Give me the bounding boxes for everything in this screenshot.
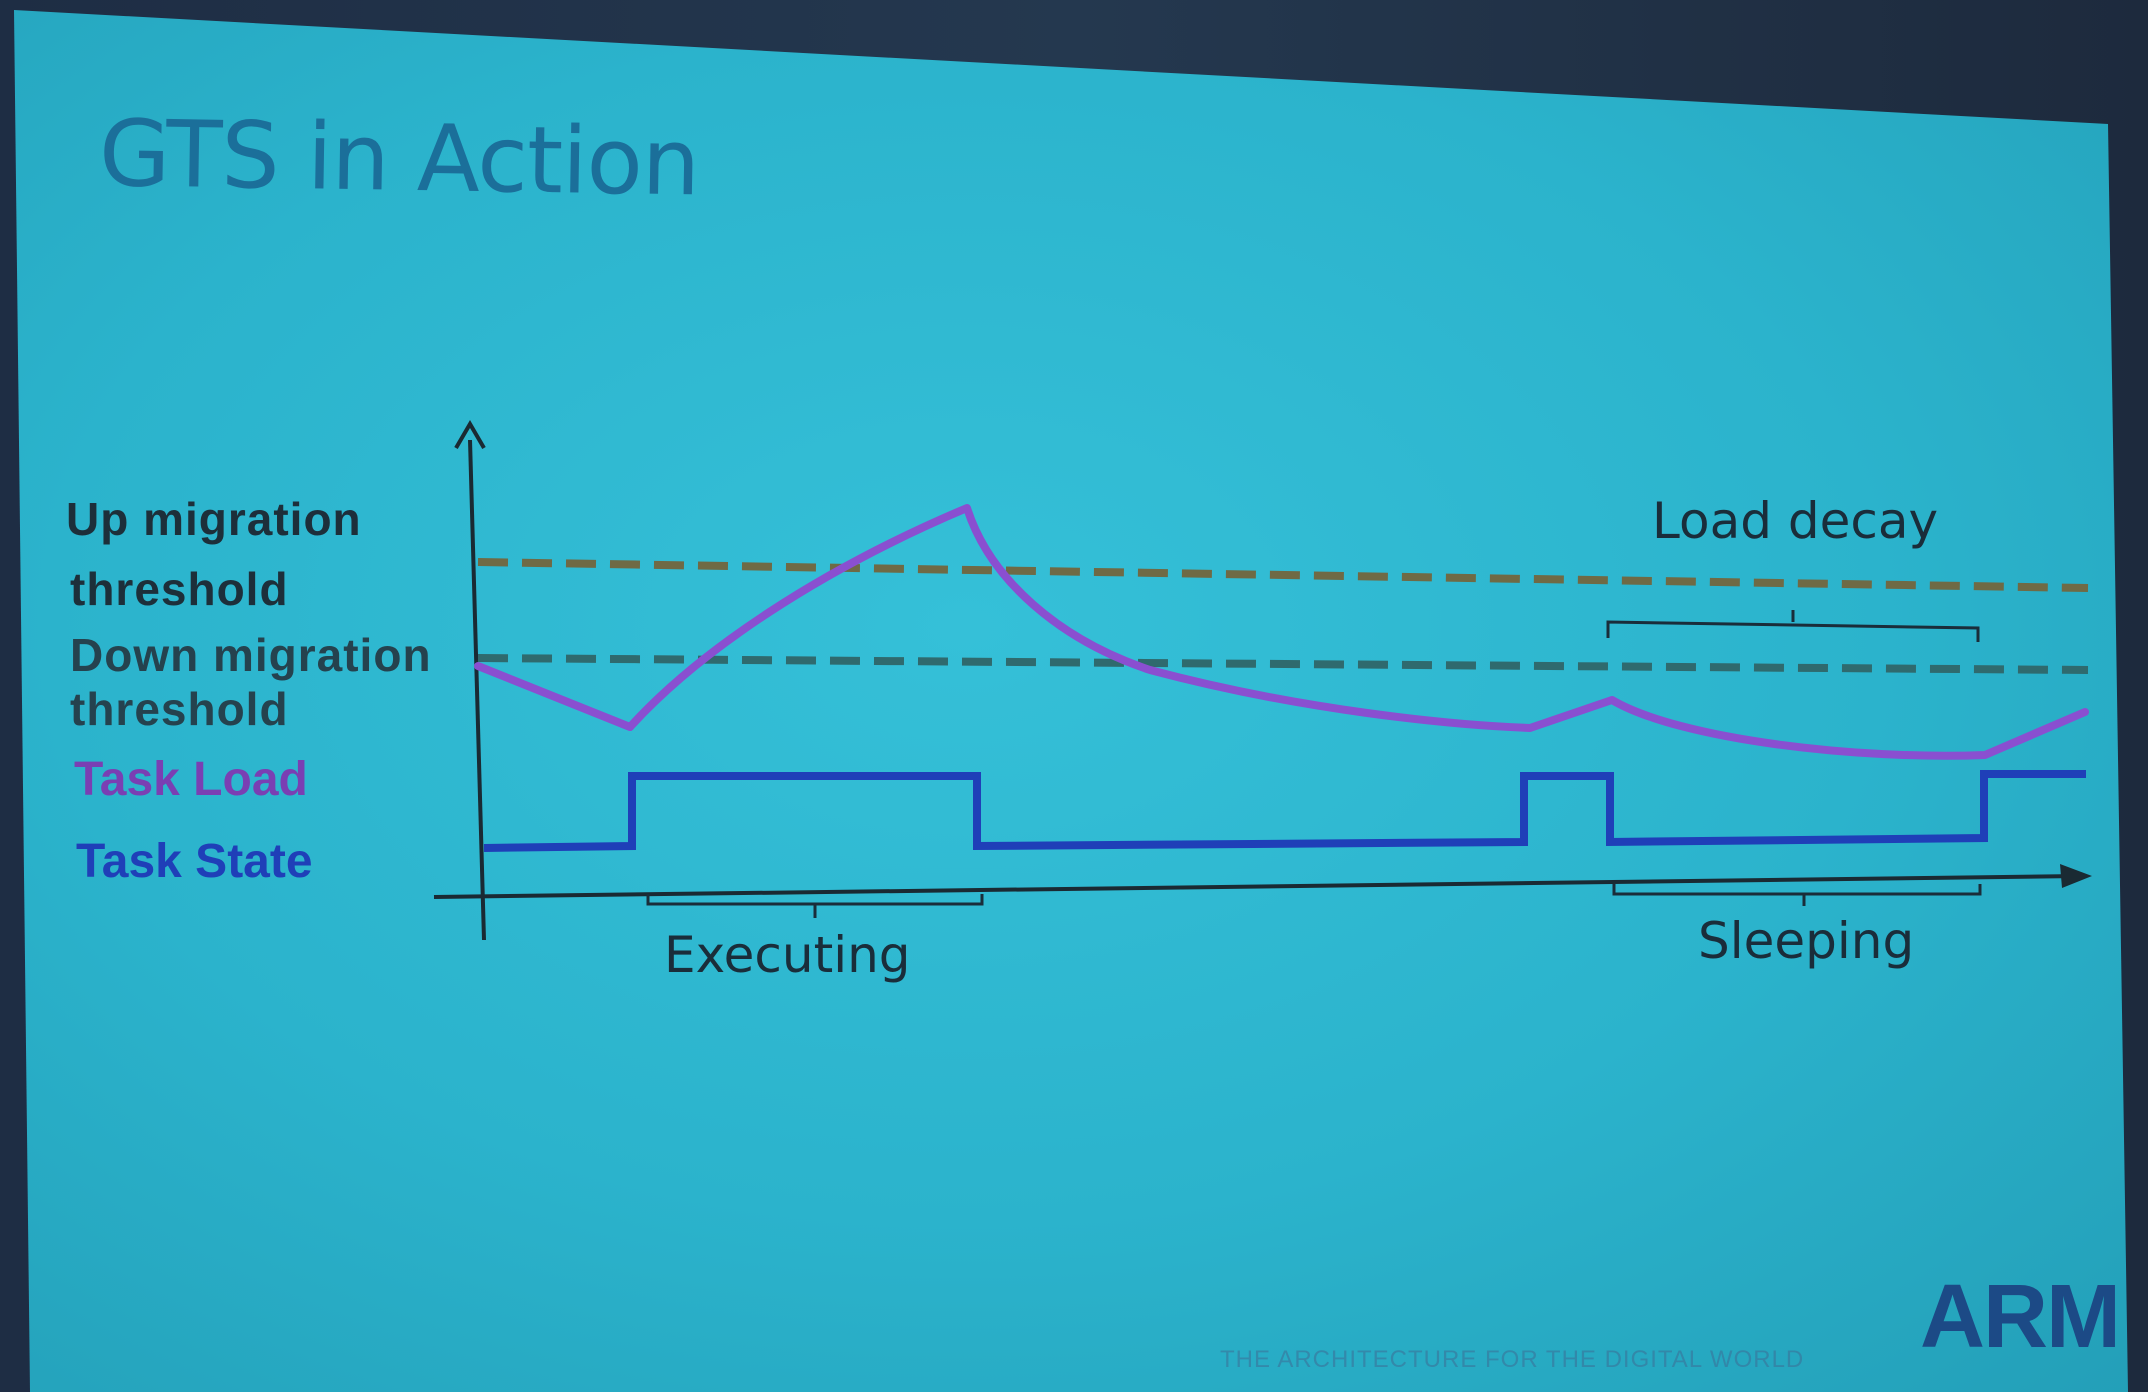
task-load-curve <box>474 504 2089 760</box>
sleeping-label: Sleeping <box>1698 912 1915 970</box>
sleeping-bracket <box>1612 884 1982 906</box>
up-migration-threshold-line <box>477 558 2089 592</box>
load-decay-bracket <box>1606 610 1980 642</box>
x-axis-arrow-icon <box>2060 864 2092 888</box>
x-axis <box>433 874 2081 899</box>
load-decay-label: Load decay <box>1652 492 1939 550</box>
executing-bracket <box>646 894 984 918</box>
down-threshold-label-line2: threshold <box>70 683 289 735</box>
task-state-waveform <box>483 770 2086 852</box>
task-load-label: Task Load <box>74 753 308 806</box>
task-state-label: Task State <box>76 835 313 888</box>
down-threshold-label-line1: Down migration <box>70 629 432 681</box>
arm-logo: ARM <box>1920 1267 2121 1367</box>
executing-label: Executing <box>664 926 911 984</box>
down-migration-threshold-line <box>477 654 2089 674</box>
up-threshold-label-line2: threshold <box>70 563 289 615</box>
y-axis <box>468 439 486 941</box>
up-threshold-label-line1: Up migration <box>66 493 362 545</box>
arm-tagline: THE ARCHITECTURE FOR THE DIGITAL WORLD <box>1220 1346 1805 1373</box>
y-axis-arrow-icon <box>454 420 486 450</box>
